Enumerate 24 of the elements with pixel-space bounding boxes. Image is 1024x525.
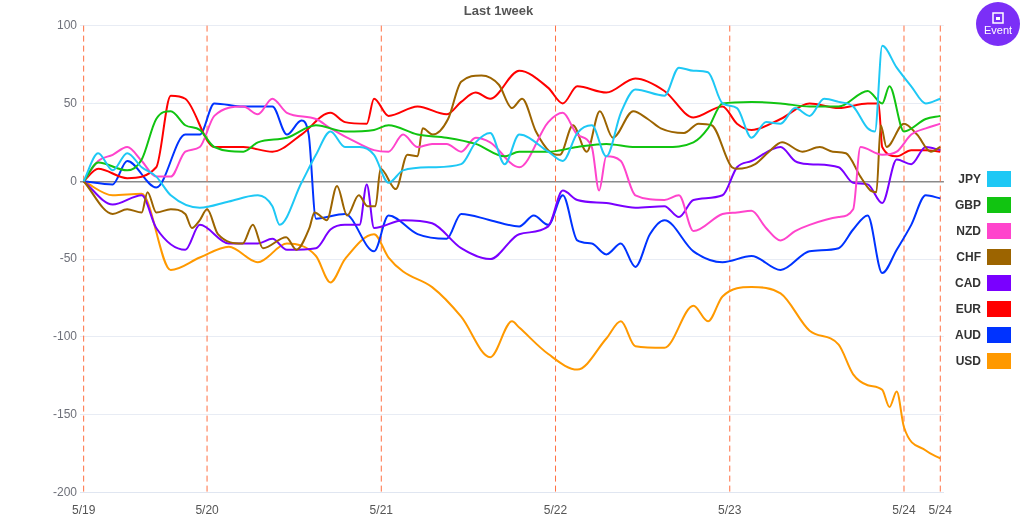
- y-tick-label: -150: [52, 407, 78, 422]
- x-tick-label: 5/20: [195, 503, 220, 518]
- legend-label: GBP: [955, 198, 982, 212]
- y-tick-label: -50: [59, 251, 78, 266]
- y-tick-label: 0: [70, 173, 78, 188]
- x-tick-label: 5/21: [369, 503, 394, 518]
- legend-label: JPY: [958, 172, 982, 186]
- legend-label: AUD: [955, 328, 982, 342]
- y-tick-label: -200: [52, 484, 78, 499]
- chart-title: Last 1week: [463, 3, 534, 19]
- x-tick-label: 5/19: [71, 503, 96, 518]
- legend-label: NZD: [956, 224, 982, 238]
- legend-label: CHF: [956, 250, 982, 264]
- y-tick-label: -100: [52, 329, 78, 344]
- event-button: Event: [976, 2, 1020, 46]
- y-tick-label: 50: [63, 95, 78, 110]
- legend-label: EUR: [955, 302, 982, 316]
- x-tick-label: 5/24: [892, 503, 916, 518]
- x-tick-label: 5/24: [928, 503, 953, 518]
- legend-label: USD: [955, 354, 982, 368]
- x-tick-label: 5/22: [543, 503, 568, 518]
- x-tick-label: 5/23: [718, 503, 742, 518]
- y-tick-label: 100: [56, 17, 78, 32]
- legend-label: CAD: [955, 276, 982, 290]
